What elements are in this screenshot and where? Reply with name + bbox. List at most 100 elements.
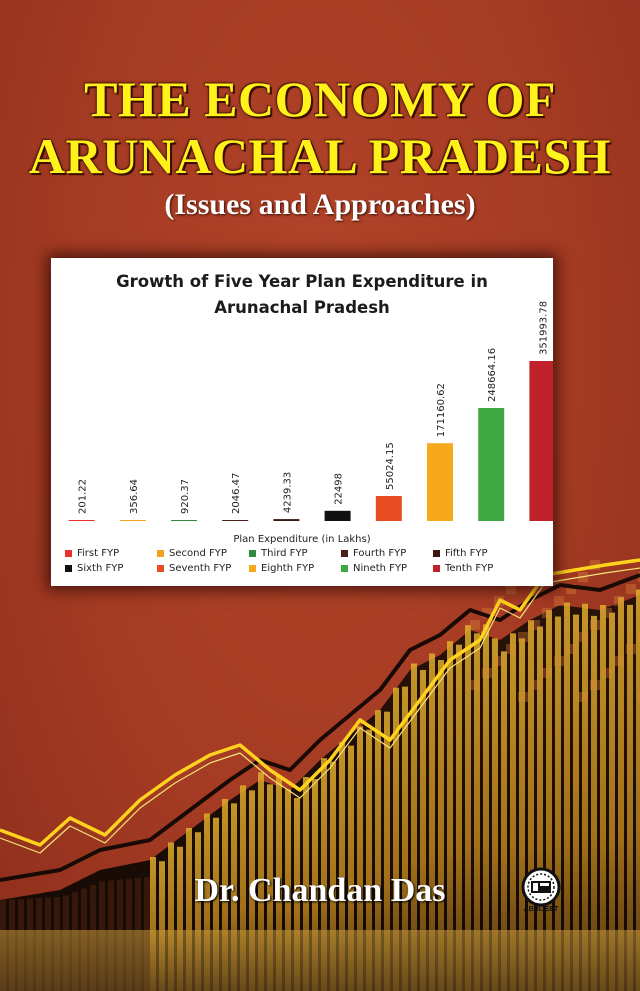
- legend-item: First FYP: [65, 548, 157, 559]
- grid-tile: [554, 596, 564, 606]
- bar-10: [529, 361, 553, 521]
- grid-tile: [470, 620, 480, 630]
- background-bar: [339, 742, 345, 991]
- author-name: Dr. Chandan Das: [194, 872, 446, 909]
- legend-item: Sixth FYP: [65, 563, 157, 574]
- legend-swatch: [433, 550, 440, 557]
- legend-item: Seventh FYP: [157, 563, 249, 574]
- grid-tile: [578, 632, 588, 642]
- background-bar: [312, 779, 318, 991]
- publisher-logo-text: ABHIJEET: [523, 906, 559, 913]
- background-bar: [420, 670, 426, 991]
- data-label-4: 2046.47: [231, 473, 242, 514]
- grid-tile: [542, 668, 552, 678]
- background-bar: [429, 653, 435, 991]
- bar-1: [68, 520, 95, 521]
- background-bar: [582, 603, 588, 991]
- background-bar: [411, 663, 417, 991]
- background-bar: [447, 641, 453, 991]
- legend-item: Nineth FYP: [341, 563, 433, 574]
- legend-item: Fifth FYP: [433, 548, 525, 559]
- background-bar: [240, 785, 246, 991]
- grid-tile: [638, 632, 640, 642]
- background-bar: [555, 616, 561, 991]
- legend-swatch: [249, 550, 256, 557]
- grid-tile: [614, 656, 624, 666]
- grid-tile: [602, 668, 612, 678]
- trend-line: [0, 558, 640, 847]
- background-bar: [528, 620, 534, 991]
- data-label-6: 22498: [334, 473, 345, 505]
- bar-7: [375, 496, 402, 521]
- background-bar: [258, 772, 264, 991]
- background-bar: [474, 633, 480, 991]
- legend-label: Seventh FYP: [169, 563, 232, 574]
- grid-tile: [506, 584, 516, 594]
- legend-item: Eighth FYP: [249, 563, 341, 574]
- grid-tile: [566, 584, 576, 594]
- legend-label: Sixth FYP: [77, 563, 124, 574]
- background-bar: [465, 625, 471, 991]
- background-bar: [321, 758, 327, 991]
- grid-tile: [530, 680, 540, 690]
- background-bar: [231, 803, 237, 991]
- legend-item: Second FYP: [157, 548, 249, 559]
- chart-panel: Growth of Five Year Plan Expenditure in …: [51, 258, 553, 586]
- background-bar: [519, 638, 525, 991]
- legend-label: First FYP: [77, 548, 120, 559]
- background-bar: [330, 761, 336, 991]
- bar-6: [324, 510, 351, 521]
- grid-tile: [506, 644, 516, 654]
- legend-label: Fifth FYP: [445, 548, 488, 559]
- grid-tile: [518, 692, 528, 702]
- background-bar: [393, 687, 399, 991]
- grid-tile: [470, 680, 480, 690]
- background-bar: [204, 813, 210, 991]
- background-bar: [618, 597, 624, 991]
- background-bar: [375, 710, 381, 991]
- bar-2: [119, 520, 146, 521]
- grid-tile: [530, 620, 540, 630]
- bar-3: [171, 520, 197, 521]
- chart-legend: First FYP Second FYP Third FYP Fourth FYP Fi…: [65, 548, 555, 574]
- background-bar: [222, 799, 228, 991]
- background-bar: [573, 614, 579, 991]
- background-bar: [609, 612, 615, 991]
- trend-line-shadow: [0, 573, 640, 882]
- background-bar: [510, 633, 516, 991]
- legend-item: Third FYP: [249, 548, 341, 559]
- background-bar: [267, 784, 273, 991]
- bar-9: [478, 408, 505, 521]
- grid-tile: [494, 656, 504, 666]
- background-bar: [366, 729, 372, 991]
- background-bar: [546, 610, 552, 991]
- data-label-3: 920.37: [180, 479, 191, 514]
- background-bar: [348, 745, 354, 991]
- grid-tile: [614, 596, 624, 606]
- grid-tile: [626, 584, 636, 594]
- background-bar: [492, 638, 498, 991]
- background-bar: [591, 615, 597, 991]
- background-bar: [438, 660, 444, 991]
- chart-title: Growth of Five Year Plan Expenditure in …: [116, 272, 488, 317]
- legend-label: Fourth FYP: [353, 548, 407, 559]
- legend-swatch: [433, 565, 440, 572]
- legend-swatch: [157, 565, 164, 572]
- bar-chart: 201.22 356.64 920.37 2046.47 4239.33 22498 550…: [68, 301, 553, 521]
- background-bar: [159, 861, 165, 991]
- background-bar: [537, 626, 543, 991]
- grid-tile: [566, 644, 576, 654]
- bar-5: [273, 519, 300, 521]
- grid-tile: [638, 692, 640, 702]
- grid-tile: [542, 608, 552, 618]
- grid-tile: [554, 656, 564, 666]
- title-line-1: THE ECONOMY OF: [84, 71, 556, 127]
- grid-tile: [482, 668, 492, 678]
- grid-tile: [518, 632, 528, 642]
- legend-label: Eighth FYP: [261, 563, 315, 574]
- grid-tile: [626, 644, 636, 654]
- background-bar: [600, 605, 606, 991]
- background-bar: [357, 726, 363, 991]
- background-bar: [636, 589, 640, 991]
